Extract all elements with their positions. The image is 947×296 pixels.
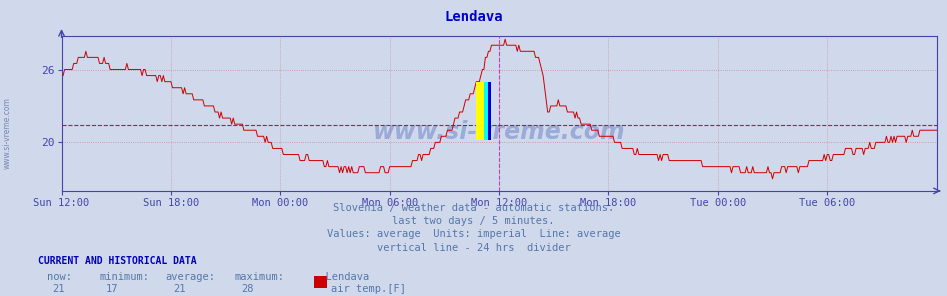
- Text: Lendava: Lendava: [444, 10, 503, 24]
- Text: 21: 21: [52, 284, 64, 294]
- Text: air temp.[F]: air temp.[F]: [331, 284, 406, 294]
- Text: 17: 17: [106, 284, 118, 294]
- Text: 21: 21: [173, 284, 186, 294]
- Bar: [484, 82, 488, 140]
- Text: www.si-vreme.com: www.si-vreme.com: [373, 120, 625, 144]
- Bar: [488, 82, 491, 140]
- Text: minimum:: minimum:: [99, 272, 150, 282]
- Text: average:: average:: [166, 272, 216, 282]
- Text: Values: average  Units: imperial  Line: average: Values: average Units: imperial Line: av…: [327, 229, 620, 239]
- Text: www.si-vreme.com: www.si-vreme.com: [3, 97, 12, 169]
- Text: CURRENT AND HISTORICAL DATA: CURRENT AND HISTORICAL DATA: [38, 256, 197, 266]
- Text: Slovenia / weather data - automatic stations.: Slovenia / weather data - automatic stat…: [333, 203, 614, 213]
- Text: 28: 28: [241, 284, 254, 294]
- Text: vertical line - 24 hrs  divider: vertical line - 24 hrs divider: [377, 243, 570, 253]
- Text: now:: now:: [47, 272, 72, 282]
- Text: Lendava: Lendava: [313, 272, 368, 282]
- Text: maximum:: maximum:: [235, 272, 285, 282]
- Text: last two days / 5 minutes.: last two days / 5 minutes.: [392, 216, 555, 226]
- Bar: [476, 82, 484, 140]
